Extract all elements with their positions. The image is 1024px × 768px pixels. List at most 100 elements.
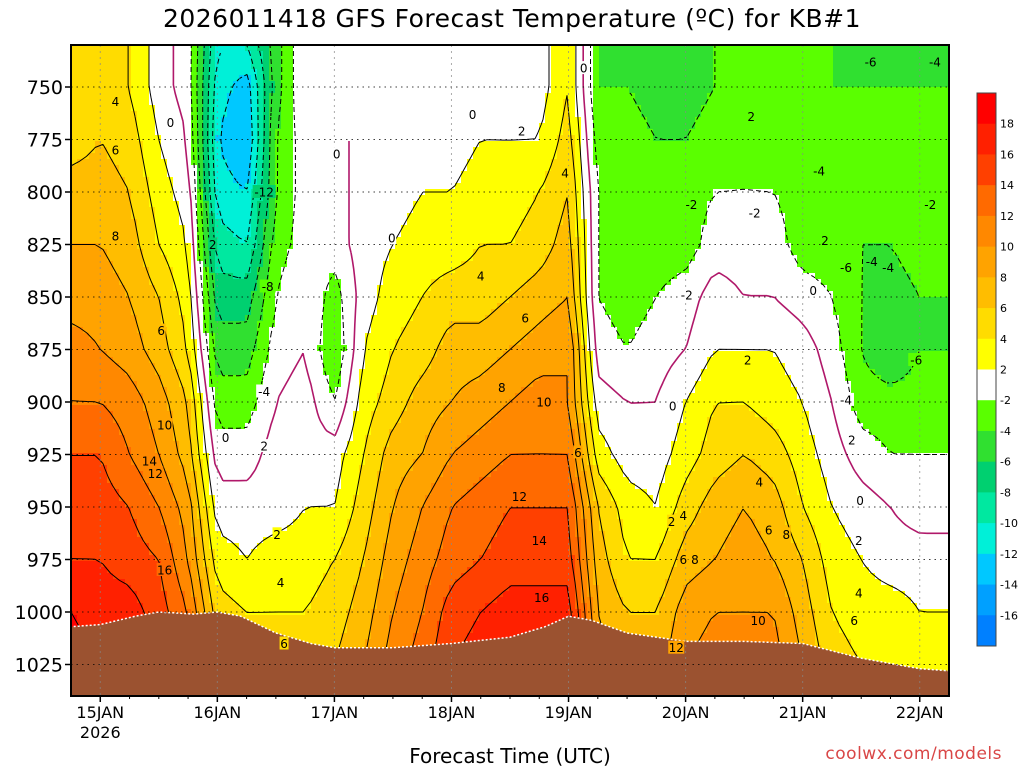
heat-cell [209, 585, 216, 592]
heat-cell [275, 57, 282, 64]
heat-cell [251, 75, 258, 82]
heat-cell [263, 615, 270, 622]
heat-cell [83, 417, 90, 424]
heat-cell [287, 183, 294, 190]
heat-cell [305, 243, 312, 250]
heat-cell [233, 111, 240, 118]
heat-cell [269, 591, 276, 598]
heat-cell [89, 105, 96, 112]
heat-cell [233, 63, 240, 70]
heat-cell [101, 51, 108, 58]
heat-cell [77, 471, 84, 478]
heat-cell [281, 105, 288, 112]
heat-cell [149, 519, 156, 526]
heat-cell [125, 573, 132, 580]
heat-cell [275, 369, 282, 376]
heat-cell [239, 171, 246, 178]
heat-cell [125, 147, 132, 154]
heat-cell [245, 93, 252, 100]
heat-cell [269, 105, 276, 112]
heat-cell [317, 375, 324, 382]
heat-cell [119, 405, 126, 412]
heat-cell [83, 393, 90, 400]
heat-cell [143, 513, 150, 520]
heat-cell [335, 303, 342, 310]
heat-cell [341, 381, 348, 388]
heat-cell [95, 87, 102, 94]
heat-cell [203, 117, 210, 124]
heat-cell [287, 171, 294, 178]
heat-cell [89, 123, 96, 130]
heat-cell [137, 381, 144, 388]
heat-cell [101, 183, 108, 190]
heat-cell [299, 243, 306, 250]
heat-cell [311, 321, 318, 328]
heat-cell [125, 591, 132, 598]
heat-cell [77, 309, 84, 316]
heat-cell [329, 543, 336, 550]
heat-cell [275, 435, 282, 442]
heat-cell [203, 261, 210, 268]
heat-cell [311, 561, 318, 568]
heat-cell [317, 309, 324, 316]
heat-cell [191, 303, 198, 310]
heat-cell [245, 477, 252, 484]
heat-cell [155, 549, 162, 556]
heat-cell [173, 369, 180, 376]
heat-cell [179, 273, 186, 280]
heat-cell [95, 399, 102, 406]
heat-cell [131, 69, 138, 76]
heat-cell [227, 213, 234, 220]
heat-cell [137, 573, 144, 580]
heat-cell [77, 45, 84, 52]
heat-cell [287, 237, 294, 244]
heat-cell [185, 519, 192, 526]
heat-cell [161, 231, 168, 238]
heat-cell [269, 405, 276, 412]
heat-cell [101, 225, 108, 232]
heat-cell [125, 453, 132, 460]
heat-cell [245, 561, 252, 568]
heat-cell [77, 453, 84, 460]
heat-cell [215, 333, 222, 340]
heat-cell [89, 465, 96, 472]
heat-cell [287, 537, 294, 544]
heat-cell [257, 177, 264, 184]
heat-cell [293, 441, 300, 448]
heat-cell [191, 321, 198, 328]
heat-cell [107, 195, 114, 202]
heat-cell [155, 141, 162, 148]
heat-cell [341, 459, 348, 466]
heat-cell [227, 429, 234, 436]
heat-cell [293, 459, 300, 466]
heat-cell [239, 603, 246, 610]
heat-cell [323, 411, 330, 418]
heat-cell [251, 321, 258, 328]
heat-cell [215, 159, 222, 166]
heat-cell [251, 447, 258, 454]
heat-cell [95, 537, 102, 544]
heat-cell [179, 75, 186, 82]
heat-cell [275, 543, 282, 550]
heat-cell [119, 339, 126, 346]
heat-cell [71, 231, 78, 238]
heat-cell [227, 243, 234, 250]
heat-cell [203, 165, 210, 172]
heat-cell [341, 297, 348, 304]
heat-cell [263, 255, 270, 262]
heat-cell [287, 261, 294, 268]
heat-cell [161, 207, 168, 214]
heat-cell [203, 339, 210, 346]
heat-cell [269, 141, 276, 148]
heat-cell [341, 321, 348, 328]
heat-cell [161, 165, 168, 172]
heat-cell [125, 531, 132, 538]
heat-cell [329, 447, 336, 454]
heat-cell [197, 99, 204, 106]
heat-cell [257, 567, 264, 574]
heat-cell [323, 525, 330, 532]
heat-cell [221, 309, 228, 316]
heat-cell [335, 501, 342, 508]
heat-cell [95, 609, 102, 616]
heat-cell [155, 75, 162, 82]
